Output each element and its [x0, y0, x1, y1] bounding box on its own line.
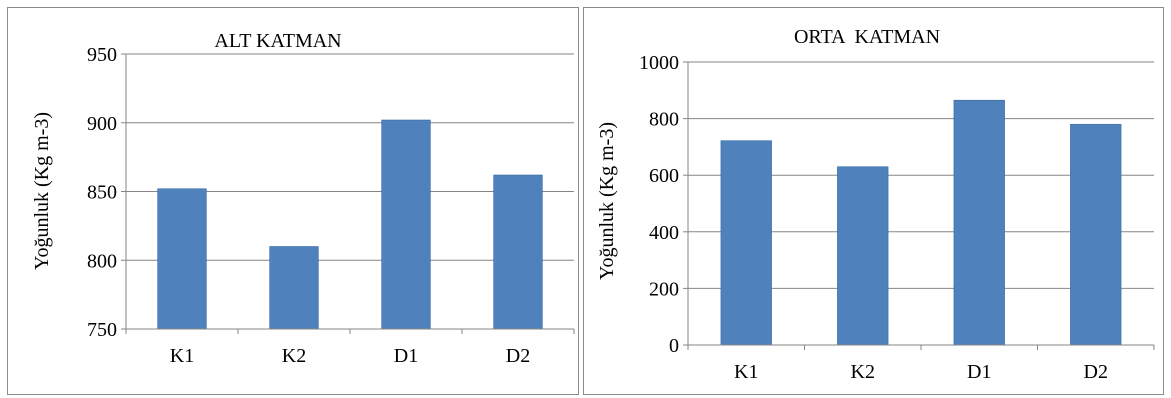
bar-k1	[157, 188, 207, 330]
x-tick-label: K2	[851, 361, 875, 383]
x-tick-label: D2	[1084, 361, 1108, 383]
x-tick-label: D1	[394, 345, 418, 367]
y-tick-label: 950	[87, 44, 117, 66]
y-tick-label: 600	[649, 165, 679, 187]
y-axis-label: Yoğunluk (Kg m-3)	[596, 122, 618, 280]
x-tick-label: K1	[170, 345, 194, 367]
bar-d1	[953, 99, 1005, 346]
y-tick-label: 850	[87, 182, 117, 204]
bar-k1	[720, 140, 772, 346]
x-tick-label: D1	[967, 361, 991, 383]
y-tick-label: 400	[649, 222, 679, 244]
chart-orta-katman: 0 200 400 600 800 1000 K1 K2 D1 D2 ORTA KATMAN Yoğu…	[596, 26, 1155, 383]
x-tick-label: K1	[734, 361, 758, 383]
chart-alt-katman: 750 800 850 900 950 K1 K2 D1 D2 ALT KATMAN Yoğunlu…	[31, 30, 575, 367]
chart-panel-orta-katman: 0 200 400 600 800 1000 K1 K2 D1 D2 ORTA KATMAN Yoğu…	[583, 7, 1164, 395]
y-tick-label: 1000	[639, 52, 679, 74]
y-tick-label: 800	[649, 109, 679, 131]
bar-d2	[493, 174, 543, 330]
y-tick-label: 200	[649, 278, 679, 300]
y-tick-label: 750	[87, 319, 117, 341]
y-tick-label: 0	[669, 335, 679, 357]
x-tick-label: D2	[506, 345, 530, 367]
bar-d2	[1070, 123, 1122, 346]
bar-d1	[381, 119, 431, 330]
x-tick-label: K2	[282, 345, 306, 367]
y-tick-label: 800	[87, 250, 117, 272]
chart-panel-alt-katman: 750 800 850 900 950 K1 K2 D1 D2 ALT KATMAN Yoğunlu…	[7, 7, 579, 395]
chart-title: ALT KATMAN	[214, 30, 341, 52]
bar-k2	[269, 246, 319, 330]
y-axis-label: Yoğunluk (Kg m-3)	[31, 112, 53, 270]
bar-k2	[837, 166, 889, 346]
y-tick-label: 900	[87, 113, 117, 135]
chart-title: ORTA KATMAN	[794, 26, 940, 48]
